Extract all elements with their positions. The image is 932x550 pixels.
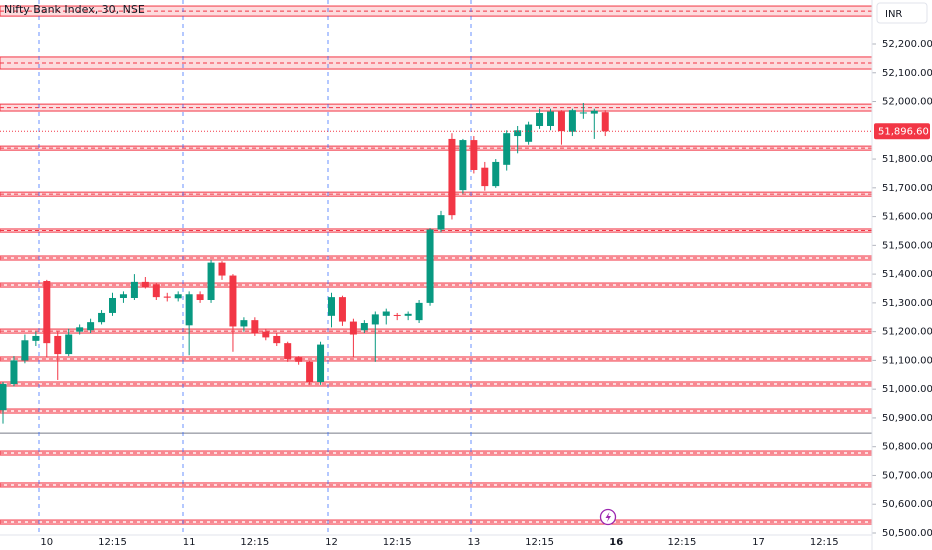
candle-body [459, 140, 467, 191]
candle-body [360, 323, 368, 331]
candle-body [568, 110, 576, 132]
candle-body [196, 294, 204, 301]
y-tick-label: 51,300.00 [882, 298, 932, 309]
x-tick-label: 12 [325, 537, 338, 548]
candle-body [404, 313, 412, 316]
candle-body [54, 335, 62, 355]
currency[interactable]: INR [885, 9, 902, 20]
x-tick-label: 12:15 [810, 537, 839, 548]
candle-body [382, 311, 390, 316]
alert-bolt[interactable] [605, 512, 612, 522]
candle-body [251, 320, 259, 334]
y-tick-label: 51,200.00 [882, 327, 932, 338]
candle-body [119, 294, 127, 298]
candle-body [87, 322, 95, 331]
x-tick-label: 13 [467, 537, 480, 548]
session-lines [38, 0, 472, 535]
candle-body [590, 110, 598, 114]
x-tick-label: 11 [183, 537, 196, 548]
alert-icon[interactable] [599, 508, 617, 526]
candle-body [547, 111, 554, 126]
candle-body [470, 140, 478, 170]
x-tick-label: 12:15 [525, 537, 554, 548]
candle-body [262, 331, 270, 338]
candle-body [240, 320, 248, 327]
x-tick-label: 12:15 [667, 537, 696, 548]
candle-body [481, 167, 489, 187]
candle-body [371, 314, 379, 325]
candle-body [579, 112, 587, 114]
candle-body [21, 340, 29, 361]
candle-body [130, 281, 138, 298]
chart-title: Nifty Bank Index, 30, NSE [4, 3, 145, 16]
y-tick-label: 50,500.00 [882, 528, 932, 539]
y-tick-label: 51,800.00 [882, 154, 932, 165]
candle-body [109, 297, 116, 313]
x-tick-label: 16 [609, 537, 623, 548]
last-price-label: 51,896.60 [878, 126, 929, 137]
y-tick-label: 51,600.00 [882, 212, 932, 223]
candle-body [10, 360, 18, 384]
candle-body [492, 161, 500, 187]
currency-box[interactable] [876, 2, 928, 24]
y-tick-label: 51,000.00 [882, 384, 932, 395]
candle-body [152, 284, 160, 298]
candle-body [65, 334, 73, 355]
candle-body [76, 327, 84, 332]
candle-body [601, 112, 609, 132]
candle-body [0, 383, 7, 411]
candle-body [32, 335, 40, 341]
axis: 52,200.00 52,100.00 52,000.00 51,800.00 51,7… [40, 39, 932, 548]
candle-body [525, 124, 533, 142]
candle-body [284, 343, 292, 359]
candle-body [338, 297, 346, 322]
y-tick-label: 51,700.00 [882, 183, 932, 194]
candle-body [207, 262, 215, 301]
x-tick-label: 17 [752, 537, 765, 548]
candle-body [229, 275, 237, 327]
candle-body [185, 294, 193, 326]
y-tick-label: 52,000.00 [882, 97, 932, 108]
candle-body [163, 296, 171, 298]
y-tick-label: 52,100.00 [882, 68, 932, 79]
candle-body [295, 357, 303, 362]
candle-body [415, 302, 423, 321]
y-tick-label: 50,800.00 [882, 442, 932, 453]
candle-body [43, 281, 51, 344]
x-tick-label: 12:15 [240, 537, 269, 548]
candle-body [448, 138, 456, 216]
candle-body [328, 297, 335, 316]
candle-body [503, 133, 511, 165]
y-tick-label: 51,500.00 [882, 240, 932, 251]
candle-body [174, 294, 182, 299]
candle-body [273, 335, 281, 344]
y-tick-label: 50,700.00 [882, 470, 932, 481]
x-tick-label: 12:15 [383, 537, 412, 548]
candle-body [218, 262, 226, 276]
y-tick-label: 51,400.00 [882, 269, 932, 280]
last-price-tag [874, 123, 930, 140]
candle-body [536, 113, 544, 126]
candle-body [557, 111, 565, 132]
candle-body [426, 229, 434, 303]
y-tick-label: 52,200.00 [882, 39, 932, 50]
y-tick-label: 50,600.00 [882, 499, 932, 510]
y-tick-label: 51,100.00 [882, 355, 932, 366]
x-tick-label: 12:15 [98, 537, 127, 548]
x-tick-label: 10 [40, 537, 53, 548]
candle-body [306, 361, 314, 382]
y-tick-label: 50,900.00 [882, 413, 932, 424]
candle-body [437, 215, 445, 230]
candle-body [349, 321, 357, 335]
candle-body [141, 281, 149, 288]
candle-body [393, 314, 401, 316]
candle-body [317, 344, 325, 382]
candle-body [514, 130, 522, 137]
candle-body [98, 312, 106, 323]
candles [0, 102, 872, 424]
